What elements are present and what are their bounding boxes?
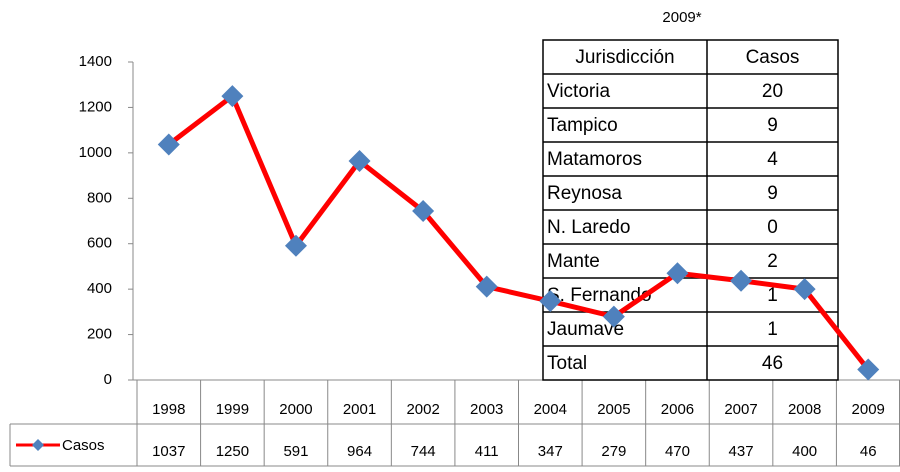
marker [602,305,625,328]
table-cell: 1 [767,319,778,340]
table-value: 437 [729,443,754,460]
marker [348,150,371,173]
x-tick-label: 1998 [152,401,185,418]
table-cell: Mante [547,251,600,272]
table-cell: 46 [762,353,783,374]
legend-label: Casos [62,437,105,454]
x-tick-label: 2005 [597,401,630,418]
marker [793,278,816,301]
x-tick-label: 2001 [343,401,376,418]
x-tick-label: 2009 [852,401,885,418]
table-value: 46 [860,443,877,460]
y-tick-label: 800 [87,189,112,206]
table-value: 591 [283,443,308,460]
table-header: Casos [746,47,800,68]
marker [412,200,435,223]
table-title: 2009* [662,9,701,26]
table-value: 347 [538,443,563,460]
marker [730,269,753,292]
x-tick-label: 1999 [216,401,249,418]
table-value: 411 [475,443,499,460]
table-cell: 9 [767,183,778,204]
table-value: 470 [665,443,690,460]
x-tick-label: 2003 [470,401,503,418]
y-tick-label: 400 [87,280,112,297]
table-value: 1250 [216,443,249,460]
table-cell: Total [547,353,587,374]
y-tick-label: 200 [87,326,112,343]
table-cell: 2 [767,251,778,272]
y-tick-label: 600 [87,235,112,252]
table-cell: Matamoros [547,149,642,170]
series-line [167,93,871,372]
table-cell: 9 [767,115,778,136]
y-tick-label: 1200 [79,98,112,115]
table-cell: 4 [767,149,778,170]
table-cell: 0 [767,217,778,238]
marker [666,262,689,285]
table-cell: Reynosa [547,183,622,204]
table-cell: Victoria [547,81,610,102]
marker [157,133,180,156]
table-value: 744 [411,443,436,460]
marker [539,290,562,313]
table-header: Jurisdicción [575,47,674,68]
x-tick-label: 2000 [279,401,312,418]
table-cell: S. Fernando [547,285,652,306]
table-value: 400 [792,443,817,460]
x-tick-label: 2007 [724,401,757,418]
marker [857,358,880,381]
table-cell: Jaumave [547,319,624,340]
x-tick-label: 2004 [534,401,567,418]
table-cell: N. Laredo [547,217,630,238]
marker [475,275,498,298]
table-cell: 1 [767,285,778,306]
table-cell: Tampico [547,115,618,136]
x-tick-label: 2006 [661,401,694,418]
table-value: 1037 [152,443,185,460]
y-tick-label: 1400 [79,53,112,70]
marker [284,234,307,257]
y-tick-label: 1000 [79,144,112,161]
legend-marker [32,439,44,451]
x-tick-label: 2002 [406,401,439,418]
table-cell: 20 [762,81,783,102]
x-tick-label: 2008 [788,401,821,418]
table-value: 964 [347,443,372,460]
marker [221,85,244,108]
table-value: 279 [601,443,626,460]
y-tick-label: 0 [104,371,112,388]
